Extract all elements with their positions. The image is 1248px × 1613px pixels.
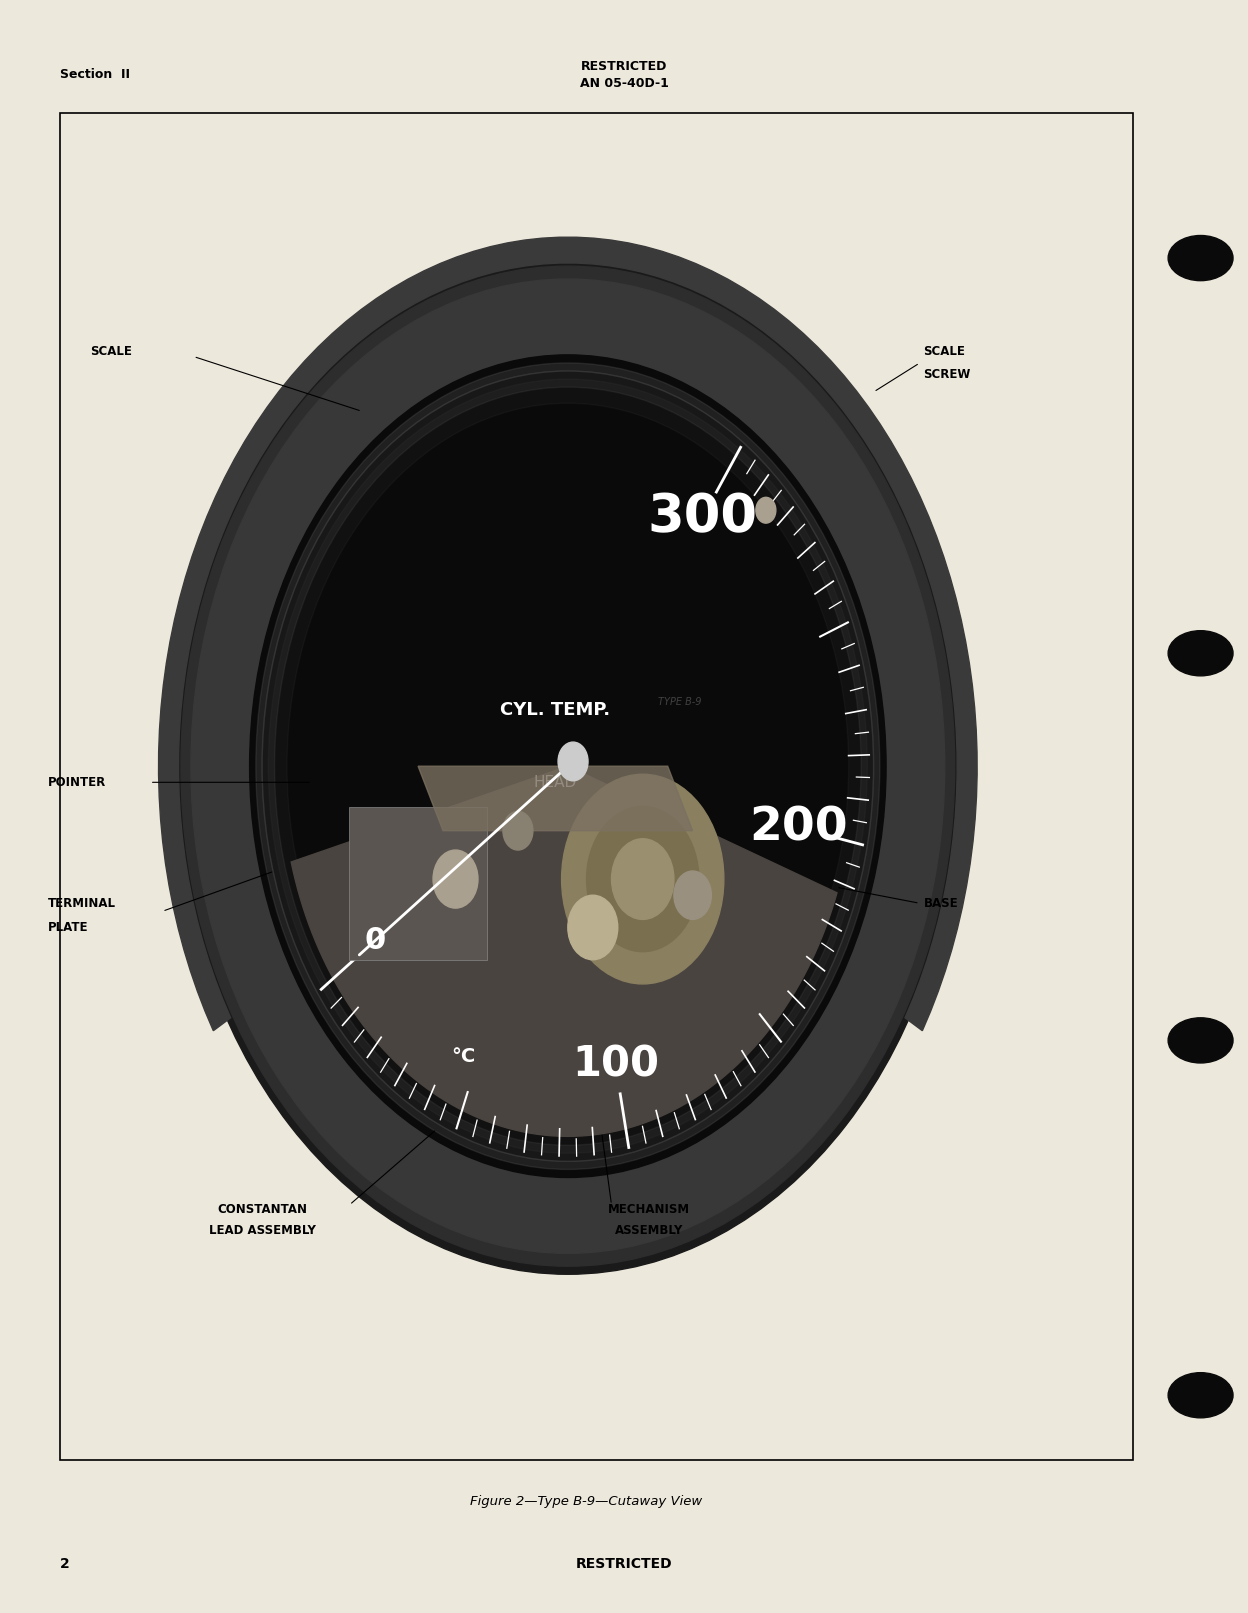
Polygon shape	[418, 766, 693, 831]
Circle shape	[568, 895, 618, 960]
Circle shape	[433, 850, 478, 908]
Ellipse shape	[1168, 1373, 1233, 1418]
Text: MECHANISM: MECHANISM	[608, 1203, 690, 1216]
Text: HEAD: HEAD	[534, 774, 577, 790]
Polygon shape	[158, 237, 977, 1031]
Text: TERMINAL: TERMINAL	[47, 897, 115, 910]
Text: °C: °C	[451, 1047, 475, 1066]
Text: SCALE: SCALE	[924, 345, 966, 358]
FancyBboxPatch shape	[349, 806, 487, 960]
Circle shape	[250, 355, 886, 1177]
Ellipse shape	[1168, 235, 1233, 281]
Text: TYPE B-9: TYPE B-9	[659, 697, 701, 706]
Polygon shape	[291, 766, 837, 1136]
Text: ASSEMBLY: ASSEMBLY	[615, 1224, 683, 1237]
Circle shape	[191, 279, 945, 1253]
Circle shape	[562, 774, 724, 984]
Circle shape	[558, 742, 588, 781]
Circle shape	[503, 811, 533, 850]
Circle shape	[175, 258, 961, 1274]
Text: BASE: BASE	[924, 897, 958, 910]
Ellipse shape	[1168, 631, 1233, 676]
Text: 0: 0	[364, 926, 386, 955]
Ellipse shape	[1168, 1018, 1233, 1063]
Text: SCALE: SCALE	[90, 345, 132, 358]
Circle shape	[587, 806, 699, 952]
Text: POINTER: POINTER	[47, 776, 106, 789]
Text: SCREW: SCREW	[924, 368, 971, 381]
Bar	[60, 113, 1133, 1460]
Text: RESTRICTED: RESTRICTED	[580, 60, 668, 73]
Text: PLATE: PLATE	[47, 921, 87, 934]
Circle shape	[181, 266, 955, 1266]
Text: CYL. TEMP.: CYL. TEMP.	[500, 700, 610, 719]
Text: Section  II: Section II	[60, 68, 130, 81]
Text: 200: 200	[749, 805, 847, 850]
Circle shape	[756, 497, 776, 523]
Text: RESTRICTED: RESTRICTED	[575, 1557, 673, 1571]
Text: LEAD ASSEMBLY: LEAD ASSEMBLY	[208, 1224, 316, 1237]
Text: Figure 2—Type B-9—Cutaway View: Figure 2—Type B-9—Cutaway View	[470, 1495, 703, 1508]
Text: 2: 2	[60, 1557, 70, 1571]
Text: CONSTANTAN: CONSTANTAN	[217, 1203, 307, 1216]
Text: 100: 100	[572, 1044, 659, 1086]
Circle shape	[612, 839, 674, 919]
Circle shape	[674, 871, 711, 919]
Text: 300: 300	[648, 490, 758, 544]
Text: AN 05-40D-1: AN 05-40D-1	[579, 77, 669, 90]
